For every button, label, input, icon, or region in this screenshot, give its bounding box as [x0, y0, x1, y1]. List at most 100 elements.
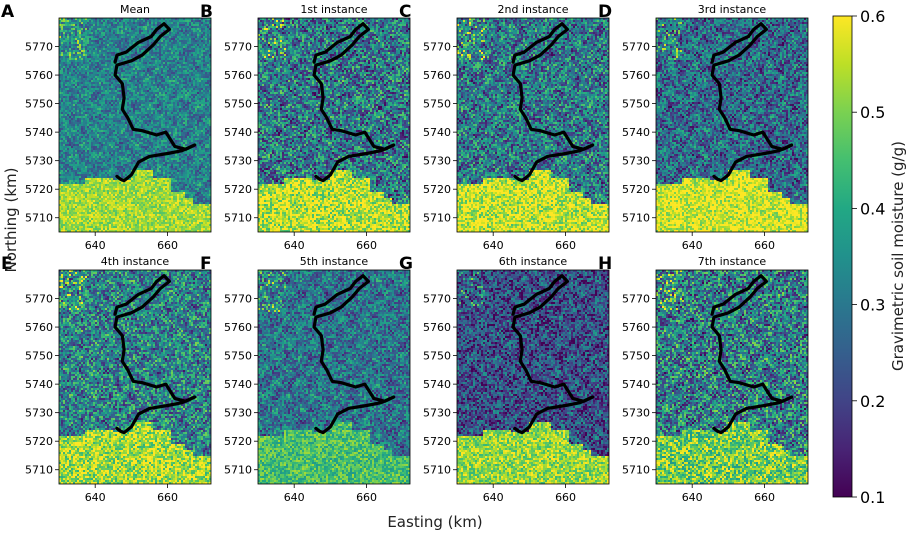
y-tick-label: 5740 [25, 378, 53, 391]
y-tick-label: 5750 [622, 350, 650, 363]
x-tick-label: 640 [682, 239, 703, 252]
colorbar-tick-label: 0.6 [860, 7, 885, 26]
panel-frame [655, 17, 809, 233]
river-line [113, 274, 197, 435]
y-tick-label: 5720 [224, 435, 252, 448]
x-tick-label: 660 [356, 239, 377, 252]
x-tick-label: 640 [284, 491, 305, 504]
y-tick-label: 5750 [25, 98, 53, 111]
y-tick-label: 5730 [25, 155, 53, 168]
x-tick-label: 640 [85, 239, 106, 252]
x-tick-label: 640 [682, 491, 703, 504]
y-tick-label: 5730 [423, 407, 451, 420]
panel-grid: 5710 5720 5730 5740 5750 5760 5770 640 660 Mean A 5… [1, 2, 809, 504]
colorbar-tick-label: 0.3 [860, 296, 885, 315]
panel-letter: A [1, 2, 15, 22]
heatmap-raster [457, 18, 609, 232]
y-tick-label: 5710 [423, 464, 451, 477]
y-tick-label: 5760 [25, 69, 53, 82]
panel-letter: G [399, 254, 413, 274]
y-tick-label: 5760 [25, 321, 53, 334]
y-tick-label: 5770 [224, 41, 252, 54]
y-tick-label: 5760 [224, 321, 252, 334]
panel-title: 7th instance [698, 255, 767, 268]
x-tick-label: 640 [284, 239, 305, 252]
y-tick-label: 5750 [423, 350, 451, 363]
y-tick-label: 5740 [224, 378, 252, 391]
y-tick-label: 5740 [423, 126, 451, 139]
y-tick-label: 5720 [224, 183, 252, 196]
colorbar-tick-label: 0.4 [860, 199, 885, 218]
panel-frame [257, 269, 411, 485]
river-line [511, 22, 595, 183]
river-line [710, 22, 794, 183]
y-tick-label: 5770 [622, 41, 650, 54]
y-tick-label: 5740 [25, 126, 53, 139]
x-tick-label: 640 [483, 491, 504, 504]
colorbar-label: Gravimetric soil moisture (g/g) [889, 141, 907, 371]
y-tick-label: 5730 [622, 407, 650, 420]
panel-title: 2nd instance [497, 3, 568, 16]
y-tick-label: 5750 [224, 98, 252, 111]
y-tick-label: 5730 [224, 155, 252, 168]
y-tick-label: 5770 [423, 41, 451, 54]
y-tick-label: 5760 [423, 321, 451, 334]
y-tick-label: 5720 [25, 435, 53, 448]
heatmap-raster [59, 270, 211, 484]
x-tick-label: 660 [356, 491, 377, 504]
colorbar: 0.1 0.2 0.3 0.4 0.5 0.6 Gravimetric soil mois… [832, 7, 907, 507]
x-tick-label: 640 [85, 491, 106, 504]
colorbar-ticks: 0.1 0.2 0.3 0.4 0.5 0.6 [852, 7, 885, 507]
panel-title: 1st instance [300, 3, 367, 16]
colorbar-tick-label: 0.1 [860, 488, 885, 507]
river-line [511, 274, 595, 435]
panel-title: Mean [120, 3, 150, 16]
y-tick-label: 5760 [622, 69, 650, 82]
colorbar-tick-label: 0.2 [860, 392, 885, 411]
panel-letter: F [200, 254, 212, 274]
y-tick-label: 5770 [25, 41, 53, 54]
river-line [710, 274, 794, 435]
y-tick-label: 5740 [622, 378, 650, 391]
colorbar-gradient [832, 15, 853, 498]
heatmap-raster [457, 270, 609, 484]
panel-a: 5710 5720 5730 5740 5750 5760 5770 640 660 Mean A [1, 2, 212, 252]
panel-title: 4th instance [101, 255, 170, 268]
x-tick-label: 660 [157, 239, 178, 252]
river-line [312, 274, 396, 435]
panel-letter: C [399, 2, 411, 22]
panel-f: 5710 5720 5730 5740 5750 5760 5770 640 660 5th in… [200, 254, 411, 504]
panel-frame [456, 269, 610, 485]
panel-g: 5710 5720 5730 5740 5750 5760 5770 640 660 6th in… [399, 254, 610, 504]
panel-h: 5710 5720 5730 5740 5750 5760 5770 640 660 7th in… [598, 254, 809, 504]
y-axis-label: Northing (km) [2, 168, 20, 273]
panel-title: 3rd instance [698, 3, 767, 16]
x-axis-label: Easting (km) [387, 513, 482, 531]
panel-frame [655, 269, 809, 485]
river-line [312, 22, 396, 183]
x-tick-label: 640 [483, 239, 504, 252]
panel-frame [58, 17, 212, 233]
river-line [113, 22, 197, 183]
panel-letter: E [1, 254, 13, 274]
y-tick-label: 5770 [423, 293, 451, 306]
y-tick-label: 5720 [423, 435, 451, 448]
x-tick-label: 660 [754, 491, 775, 504]
y-tick-label: 5710 [622, 212, 650, 225]
y-tick-label: 5710 [622, 464, 650, 477]
y-tick-label: 5720 [25, 183, 53, 196]
x-tick-label: 660 [754, 239, 775, 252]
y-tick-label: 5720 [622, 435, 650, 448]
y-tick-label: 5730 [224, 407, 252, 420]
y-tick-label: 5750 [224, 350, 252, 363]
y-tick-label: 5770 [622, 293, 650, 306]
y-tick-label: 5740 [622, 126, 650, 139]
y-tick-label: 5770 [224, 293, 252, 306]
x-tick-label: 660 [555, 491, 576, 504]
y-tick-label: 5750 [423, 98, 451, 111]
panel-frame [456, 17, 610, 233]
y-tick-label: 5710 [423, 212, 451, 225]
y-tick-label: 5740 [224, 126, 252, 139]
y-tick-label: 5770 [25, 293, 53, 306]
